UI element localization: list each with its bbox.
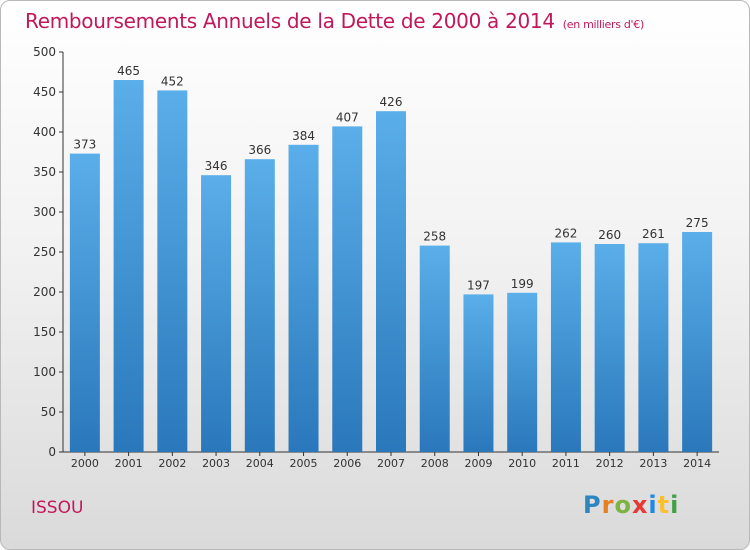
bar-2011 [550,242,581,452]
chart-title: Remboursements Annuels de la Dette de 20… [25,9,644,33]
bar-2013 [638,243,669,452]
x-tick-label: 2005 [290,457,318,470]
x-tick-label: 2010 [508,457,536,470]
x-tick-label: 2009 [464,457,492,470]
bar-2002 [157,90,188,453]
x-tick-label: 2001 [115,457,143,470]
bar-value-label: 258 [423,230,446,244]
x-tick-label: 2013 [639,457,667,470]
bar-2001 [113,80,144,452]
logo-letter: o [614,491,632,519]
x-tick-label: 2002 [158,457,186,470]
bar-2014 [682,232,713,452]
bar-value-label: 384 [292,129,315,143]
commune-name: ISSOU [31,498,84,518]
bar-value-label: 452 [161,74,184,88]
bar-value-label: 366 [248,143,271,157]
y-tick-label: 500 [33,45,56,59]
bar-2000 [69,153,100,452]
bar-value-label: 199 [511,277,534,291]
x-tick-label: 2000 [71,457,99,470]
bar-value-label: 262 [554,226,577,240]
y-tick-label: 450 [33,85,56,99]
proxiti-logo: Proxiti [583,491,679,519]
y-tick-label: 100 [33,365,56,379]
bar-value-label: 197 [467,278,490,292]
logo-letter: i [648,491,658,519]
bar-2007 [376,111,406,452]
bar-value-label: 373 [73,138,96,152]
y-tick-label: 250 [33,245,56,259]
bar-2009 [463,294,494,452]
bar-2003 [201,175,232,452]
y-tick-label: 350 [33,165,56,179]
y-tick-label: 150 [33,325,56,339]
x-tick-label: 2014 [683,457,711,470]
logo-letter: r [601,491,615,519]
bar-2008 [419,245,450,452]
bar-value-label: 407 [336,110,359,124]
bar-value-label: 260 [598,228,621,242]
y-tick-label: 0 [48,445,56,459]
bar-value-label: 465 [117,64,140,78]
logo-letter: i [670,491,680,519]
x-tick-label: 2012 [596,457,624,470]
x-tick-label: 2006 [333,457,361,470]
y-tick-label: 400 [33,125,56,139]
x-tick-label: 2003 [202,457,230,470]
logo-letter: x [631,491,649,519]
logo-letter: t [657,491,671,519]
bar-value-label: 426 [380,95,403,109]
x-tick-label: 2004 [246,457,274,470]
bar-2010 [507,292,538,452]
bar-2004 [244,159,275,452]
y-tick-label: 300 [33,205,56,219]
x-tick-label: 2008 [421,457,449,470]
chart-title-text: Remboursements Annuels de la Dette de 20… [25,9,555,33]
x-tick-label: 2007 [377,457,405,470]
bar-value-label: 346 [205,159,228,173]
bar-2005 [288,144,319,453]
logo-letter: P [583,491,602,519]
y-tick-label: 200 [33,285,56,299]
x-tick-label: 2011 [552,457,580,470]
chart-subtitle: (en milliers d'€) [562,18,644,31]
bar-2006 [332,126,363,453]
bar-value-label: 261 [642,227,665,241]
bar-value-label: 275 [686,216,709,230]
y-tick-label: 50 [41,405,56,419]
bar-2012 [594,244,625,452]
